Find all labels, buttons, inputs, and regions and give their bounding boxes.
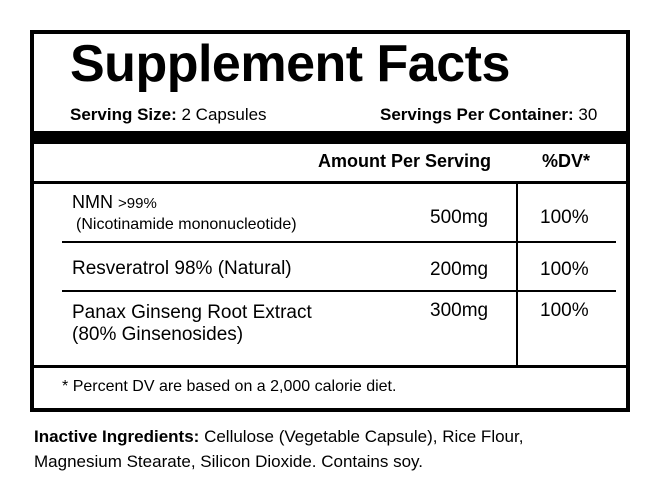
column-header: %DV* xyxy=(542,151,591,171)
ingredient-name: NMN >99% xyxy=(72,192,157,213)
serving-size-value: 2 Capsules xyxy=(181,105,267,124)
footnote-text: Percent DV are based on a 2,000 calorie … xyxy=(72,378,397,395)
ingredient-purity: >99% xyxy=(118,195,157,212)
ingredient-note: (80% Ginsenosides) xyxy=(72,324,244,345)
column-divider xyxy=(516,184,518,365)
dv: 100% xyxy=(540,300,589,321)
dv: 100% xyxy=(540,259,589,280)
ingredient-name: Panax Ginseng Root Extract xyxy=(72,302,312,323)
column-header: Amount Per Serving xyxy=(318,151,492,171)
inactive-ingredients: Inactive Ingredients: Cellulose (Vegetab… xyxy=(34,424,594,474)
serving-size: Serving Size: 2 Capsules xyxy=(70,105,267,125)
amount: 200mg xyxy=(430,259,489,280)
rule xyxy=(34,365,626,368)
rule xyxy=(34,181,626,184)
rule xyxy=(62,241,616,243)
dv: 100% xyxy=(540,207,589,228)
footnote-marker: * xyxy=(62,378,69,395)
serving-size-label: Serving Size: xyxy=(70,105,177,124)
title: Supplement Facts xyxy=(70,35,510,93)
thick-rule xyxy=(34,131,626,144)
ingredient-note: (Nicotinamide mononucleotide) xyxy=(76,216,297,233)
footnote: * Percent DV are based on a 2,000 calori… xyxy=(62,378,396,396)
amount: 300mg xyxy=(430,300,489,321)
servings-value: 30 xyxy=(578,105,598,124)
amount: 500mg xyxy=(430,207,489,228)
servings-label: Servings Per Container: xyxy=(380,105,574,124)
ingredient-name: NMN xyxy=(72,192,113,212)
servings: Servings Per Container: 30 xyxy=(380,105,597,125)
label-box xyxy=(30,30,630,412)
inactive-text: Cellulose (Vegetable Capsule), Rice Flou… xyxy=(34,427,524,471)
ingredient-name: Resveratrol 98% (Natural) xyxy=(72,258,292,279)
rule xyxy=(62,290,616,292)
inactive-label: Inactive Ingredients: xyxy=(34,427,200,446)
